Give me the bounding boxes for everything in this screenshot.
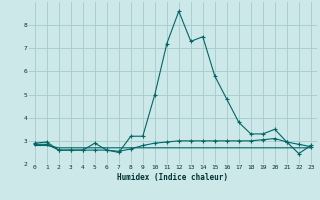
X-axis label: Humidex (Indice chaleur): Humidex (Indice chaleur) bbox=[117, 173, 228, 182]
